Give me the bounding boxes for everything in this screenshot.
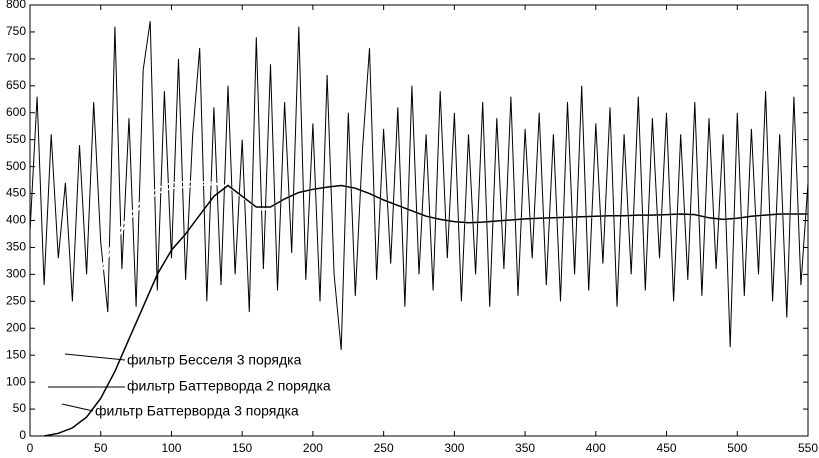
series-label: фильтр Баттерворда 3 порядка xyxy=(95,403,299,419)
series-label: фильтр Бесселя 3 порядка xyxy=(127,352,302,368)
y-tick-label: 500 xyxy=(6,159,26,173)
x-tick-label: 300 xyxy=(444,441,464,455)
y-tick-label: 400 xyxy=(6,213,26,227)
y-tick-label: 250 xyxy=(6,293,26,307)
y-tick-label: 650 xyxy=(6,78,26,92)
y-tick-label: 100 xyxy=(6,374,26,388)
leader-line xyxy=(64,353,126,361)
x-tick-label: 50 xyxy=(94,441,108,455)
filter-line xyxy=(43,184,808,437)
x-tick-label: 550 xyxy=(798,441,818,455)
y-tick-label: 150 xyxy=(6,347,26,361)
leader-line xyxy=(61,403,94,412)
plot-frame xyxy=(29,4,809,437)
x-tick-label: 500 xyxy=(727,441,747,455)
y-tick-label: 450 xyxy=(6,186,26,200)
noise-signal xyxy=(29,21,809,350)
y-tick-label: 600 xyxy=(6,105,26,119)
y-tick-label: 200 xyxy=(6,320,26,334)
y-tick-label: 0 xyxy=(19,428,26,442)
y-tick-label: 800 xyxy=(6,0,26,11)
series-label: фильтр Баттерворда 2 порядка xyxy=(127,378,331,394)
y-tick-label: 350 xyxy=(6,240,26,254)
x-tick-label: 400 xyxy=(586,441,606,455)
x-tick-label: 150 xyxy=(232,441,252,455)
x-tick-label: 100 xyxy=(161,441,181,455)
x-tick-label: 350 xyxy=(515,441,535,455)
y-tick-label: 50 xyxy=(13,401,27,415)
x-tick-label: 450 xyxy=(657,441,677,455)
x-tick-label: 0 xyxy=(27,441,34,455)
annotations: фильтр Бесселя 3 порядка фильтр Баттервор… xyxy=(48,352,331,419)
y-tick-label: 300 xyxy=(6,267,26,281)
x-tick-label: 200 xyxy=(303,441,323,455)
y-tick-label: 700 xyxy=(6,51,26,65)
y-tick-label: 750 xyxy=(6,24,26,38)
x-tick-label: 250 xyxy=(374,441,394,455)
y-tick-label: 550 xyxy=(6,132,26,146)
